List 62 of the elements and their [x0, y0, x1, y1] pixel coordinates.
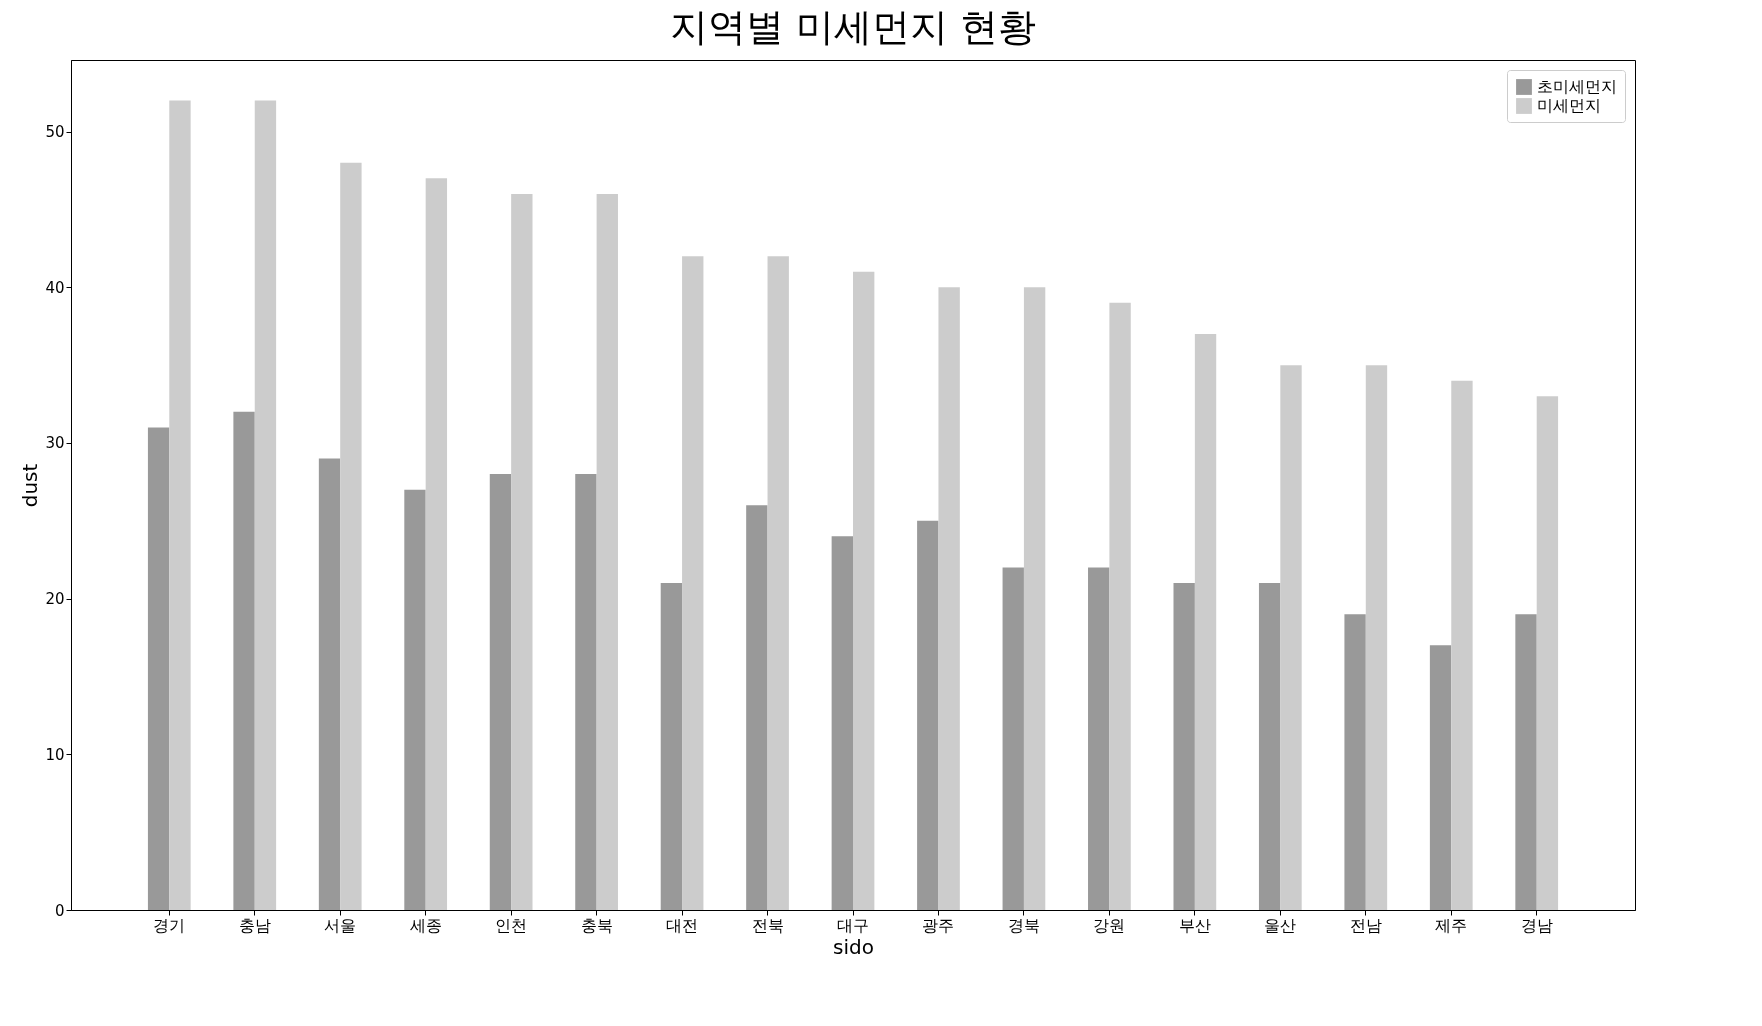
- bar: [767, 256, 789, 910]
- y-tick-label: 30: [45, 434, 65, 453]
- y-tick-label: 20: [45, 590, 65, 609]
- bar: [1194, 333, 1217, 910]
- bar: [575, 474, 597, 910]
- x-tick-label: 부산: [1178, 915, 1211, 935]
- x-tick-label: 경기: [153, 915, 186, 935]
- bar: [596, 193, 618, 910]
- x-tick-label: 전북: [751, 915, 784, 935]
- bar: [746, 505, 768, 910]
- bar: [340, 162, 362, 910]
- x-tick-label: 충북: [580, 915, 613, 935]
- bar: [511, 193, 533, 910]
- x-axis-title: sido: [833, 934, 874, 959]
- x-tick-label: 울산: [1264, 915, 1297, 935]
- bar: [853, 271, 875, 910]
- bar: [169, 100, 191, 910]
- bar: [1536, 396, 1559, 910]
- bar: [404, 489, 426, 910]
- x-tick-label: 제주: [1435, 915, 1468, 935]
- x-tick-label: 충남: [238, 915, 271, 935]
- bar: [254, 100, 277, 910]
- bar: [1258, 583, 1281, 910]
- bar: [660, 583, 683, 910]
- bar: [1451, 380, 1473, 910]
- legend-label: 미세먼지: [1537, 96, 1601, 115]
- bar: [1365, 365, 1388, 910]
- bar: [233, 411, 255, 910]
- bar: [1088, 567, 1110, 910]
- x-tick-label: 경북: [1007, 915, 1040, 935]
- x-tick-label: 세종: [409, 915, 442, 935]
- legend-label: 초미세먼지: [1537, 77, 1617, 96]
- y-tick-label: 40: [45, 278, 65, 297]
- bar: [147, 427, 170, 910]
- y-axis-title: dust: [18, 463, 43, 508]
- bar: [425, 178, 448, 910]
- bar: [489, 474, 512, 910]
- bar: [1023, 287, 1046, 910]
- x-tick-label: 서울: [324, 915, 357, 935]
- bar: [938, 287, 960, 910]
- chart-title: 지역별 미세먼지 현황: [669, 5, 1037, 49]
- x-tick-label: 경남: [1520, 915, 1553, 935]
- bar: [831, 536, 853, 910]
- x-tick-label: 광주: [922, 915, 955, 935]
- x-tick-label: 대전: [666, 915, 699, 935]
- y-tick-label: 50: [45, 123, 65, 142]
- bar: [917, 520, 939, 910]
- x-tick-label: 대구: [837, 915, 869, 935]
- bar: [682, 256, 704, 910]
- y-tick-label: 10: [45, 745, 65, 764]
- bar: [1173, 583, 1195, 910]
- bar: [1280, 365, 1302, 910]
- bar: [1515, 614, 1537, 910]
- bar: [1429, 645, 1452, 910]
- x-tick-label: 전남: [1349, 915, 1382, 935]
- bar: [318, 458, 341, 910]
- x-tick-label: 강원: [1093, 915, 1126, 935]
- x-tick-label: 인천: [495, 915, 528, 935]
- bar: [1002, 567, 1024, 910]
- bar: [1109, 302, 1131, 910]
- y-tick-label: 0: [54, 901, 65, 920]
- bar: [1344, 614, 1366, 910]
